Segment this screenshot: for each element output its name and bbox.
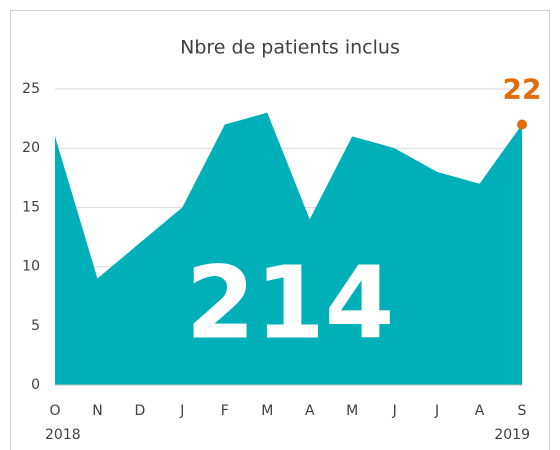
chart-title: Nbre de patients inclus	[180, 37, 400, 59]
y-tick-label: 5	[31, 318, 40, 334]
x-tick-label: F	[221, 403, 229, 419]
x-tick-label: M	[261, 403, 273, 419]
x-tick-label: J	[392, 403, 397, 419]
y-tick-label: 0	[31, 377, 40, 393]
x-tick-label: A	[475, 403, 485, 419]
year-label: 2019	[494, 427, 530, 443]
x-tick-label: M	[346, 403, 358, 419]
highlight-marker	[517, 119, 527, 130]
year-label: 2018	[45, 427, 81, 443]
y-tick-label: 25	[22, 81, 40, 97]
y-tick-label: 20	[22, 140, 40, 156]
x-tick-label: D	[135, 403, 146, 419]
area	[55, 112, 522, 386]
x-tick-label: O	[49, 403, 60, 419]
x-tick-label: J	[434, 403, 439, 419]
x-tick-label: A	[305, 403, 315, 419]
y-tick-label: 15	[22, 199, 40, 215]
y-tick-label: 10	[22, 259, 40, 275]
x-tick-label: N	[92, 403, 102, 419]
x-tick-label: J	[179, 403, 184, 419]
highlight-label: 22	[503, 73, 542, 106]
x-tick-label: S	[518, 403, 527, 419]
total-annotation: 214	[186, 244, 395, 361]
